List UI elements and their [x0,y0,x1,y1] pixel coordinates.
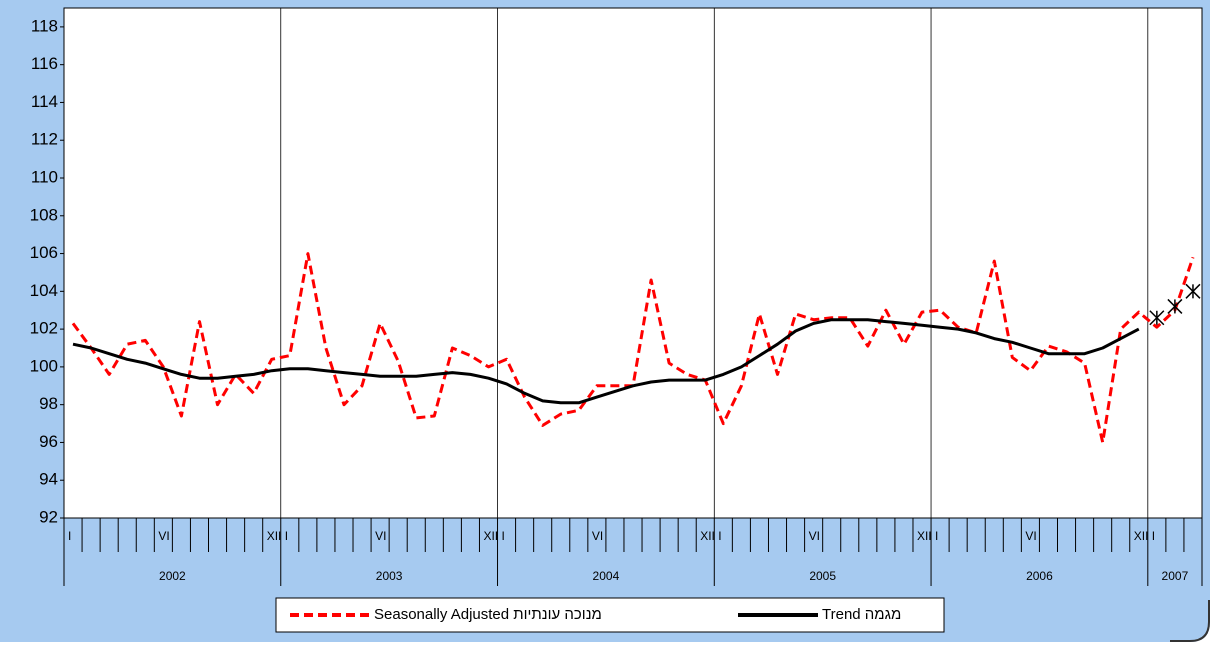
y-tick-label: 106 [30,243,58,262]
y-tick-label: 108 [30,205,58,224]
year-label: 2004 [593,569,620,583]
legend-label: Seasonally Adjusted מנוכה עונתיות [374,606,602,623]
trend-projection-marker [1149,310,1165,326]
x-tick-label: VI [592,529,603,543]
year-label: 2002 [159,569,186,583]
x-tick-label: VI [158,529,169,543]
y-tick-label: 110 [31,167,58,186]
y-tick-label: 98 [39,394,58,413]
x-tick-label: VI [1025,529,1036,543]
y-tick-label: 102 [30,319,58,338]
x-tick-label: I [502,529,505,543]
trend-projection-marker [1185,283,1201,299]
trend-projection-marker [1167,298,1183,314]
x-tick-label: XII [917,529,932,543]
legend [275,597,945,633]
x-tick-label: XII [700,529,715,543]
frame-corner [1170,600,1210,642]
x-tick-label: I [1152,529,1155,543]
y-tick-label: 116 [31,54,58,73]
x-tick-label: XII [267,529,282,543]
year-label: 2006 [1026,569,1053,583]
y-tick-label: 94 [39,470,58,489]
y-tick-label: 100 [30,356,58,375]
x-tick-label: I [68,529,71,543]
legend-label: Trend מגמה [822,606,901,623]
year-label: 2007 [1162,569,1189,583]
year-label: 2005 [809,569,836,583]
x-tick-label: VI [809,529,820,543]
y-tick-label: 114 [31,92,58,111]
y-tick-label: 112 [31,130,58,149]
x-tick-label: VI [375,529,386,543]
x-tick-label: I [718,529,721,543]
x-tick-label: I [285,529,288,543]
y-tick-label: 92 [39,507,58,526]
x-tick-label: I [935,529,938,543]
year-label: 2003 [376,569,403,583]
y-tick-label: 104 [30,281,58,300]
trend-line [72,318,1140,405]
x-tick-label: XII [1134,529,1149,543]
x-tick-label: XII [483,529,498,543]
y-tick-label: 118 [31,16,58,35]
plot-area [63,7,1203,519]
y-tick-label: 96 [39,432,58,451]
